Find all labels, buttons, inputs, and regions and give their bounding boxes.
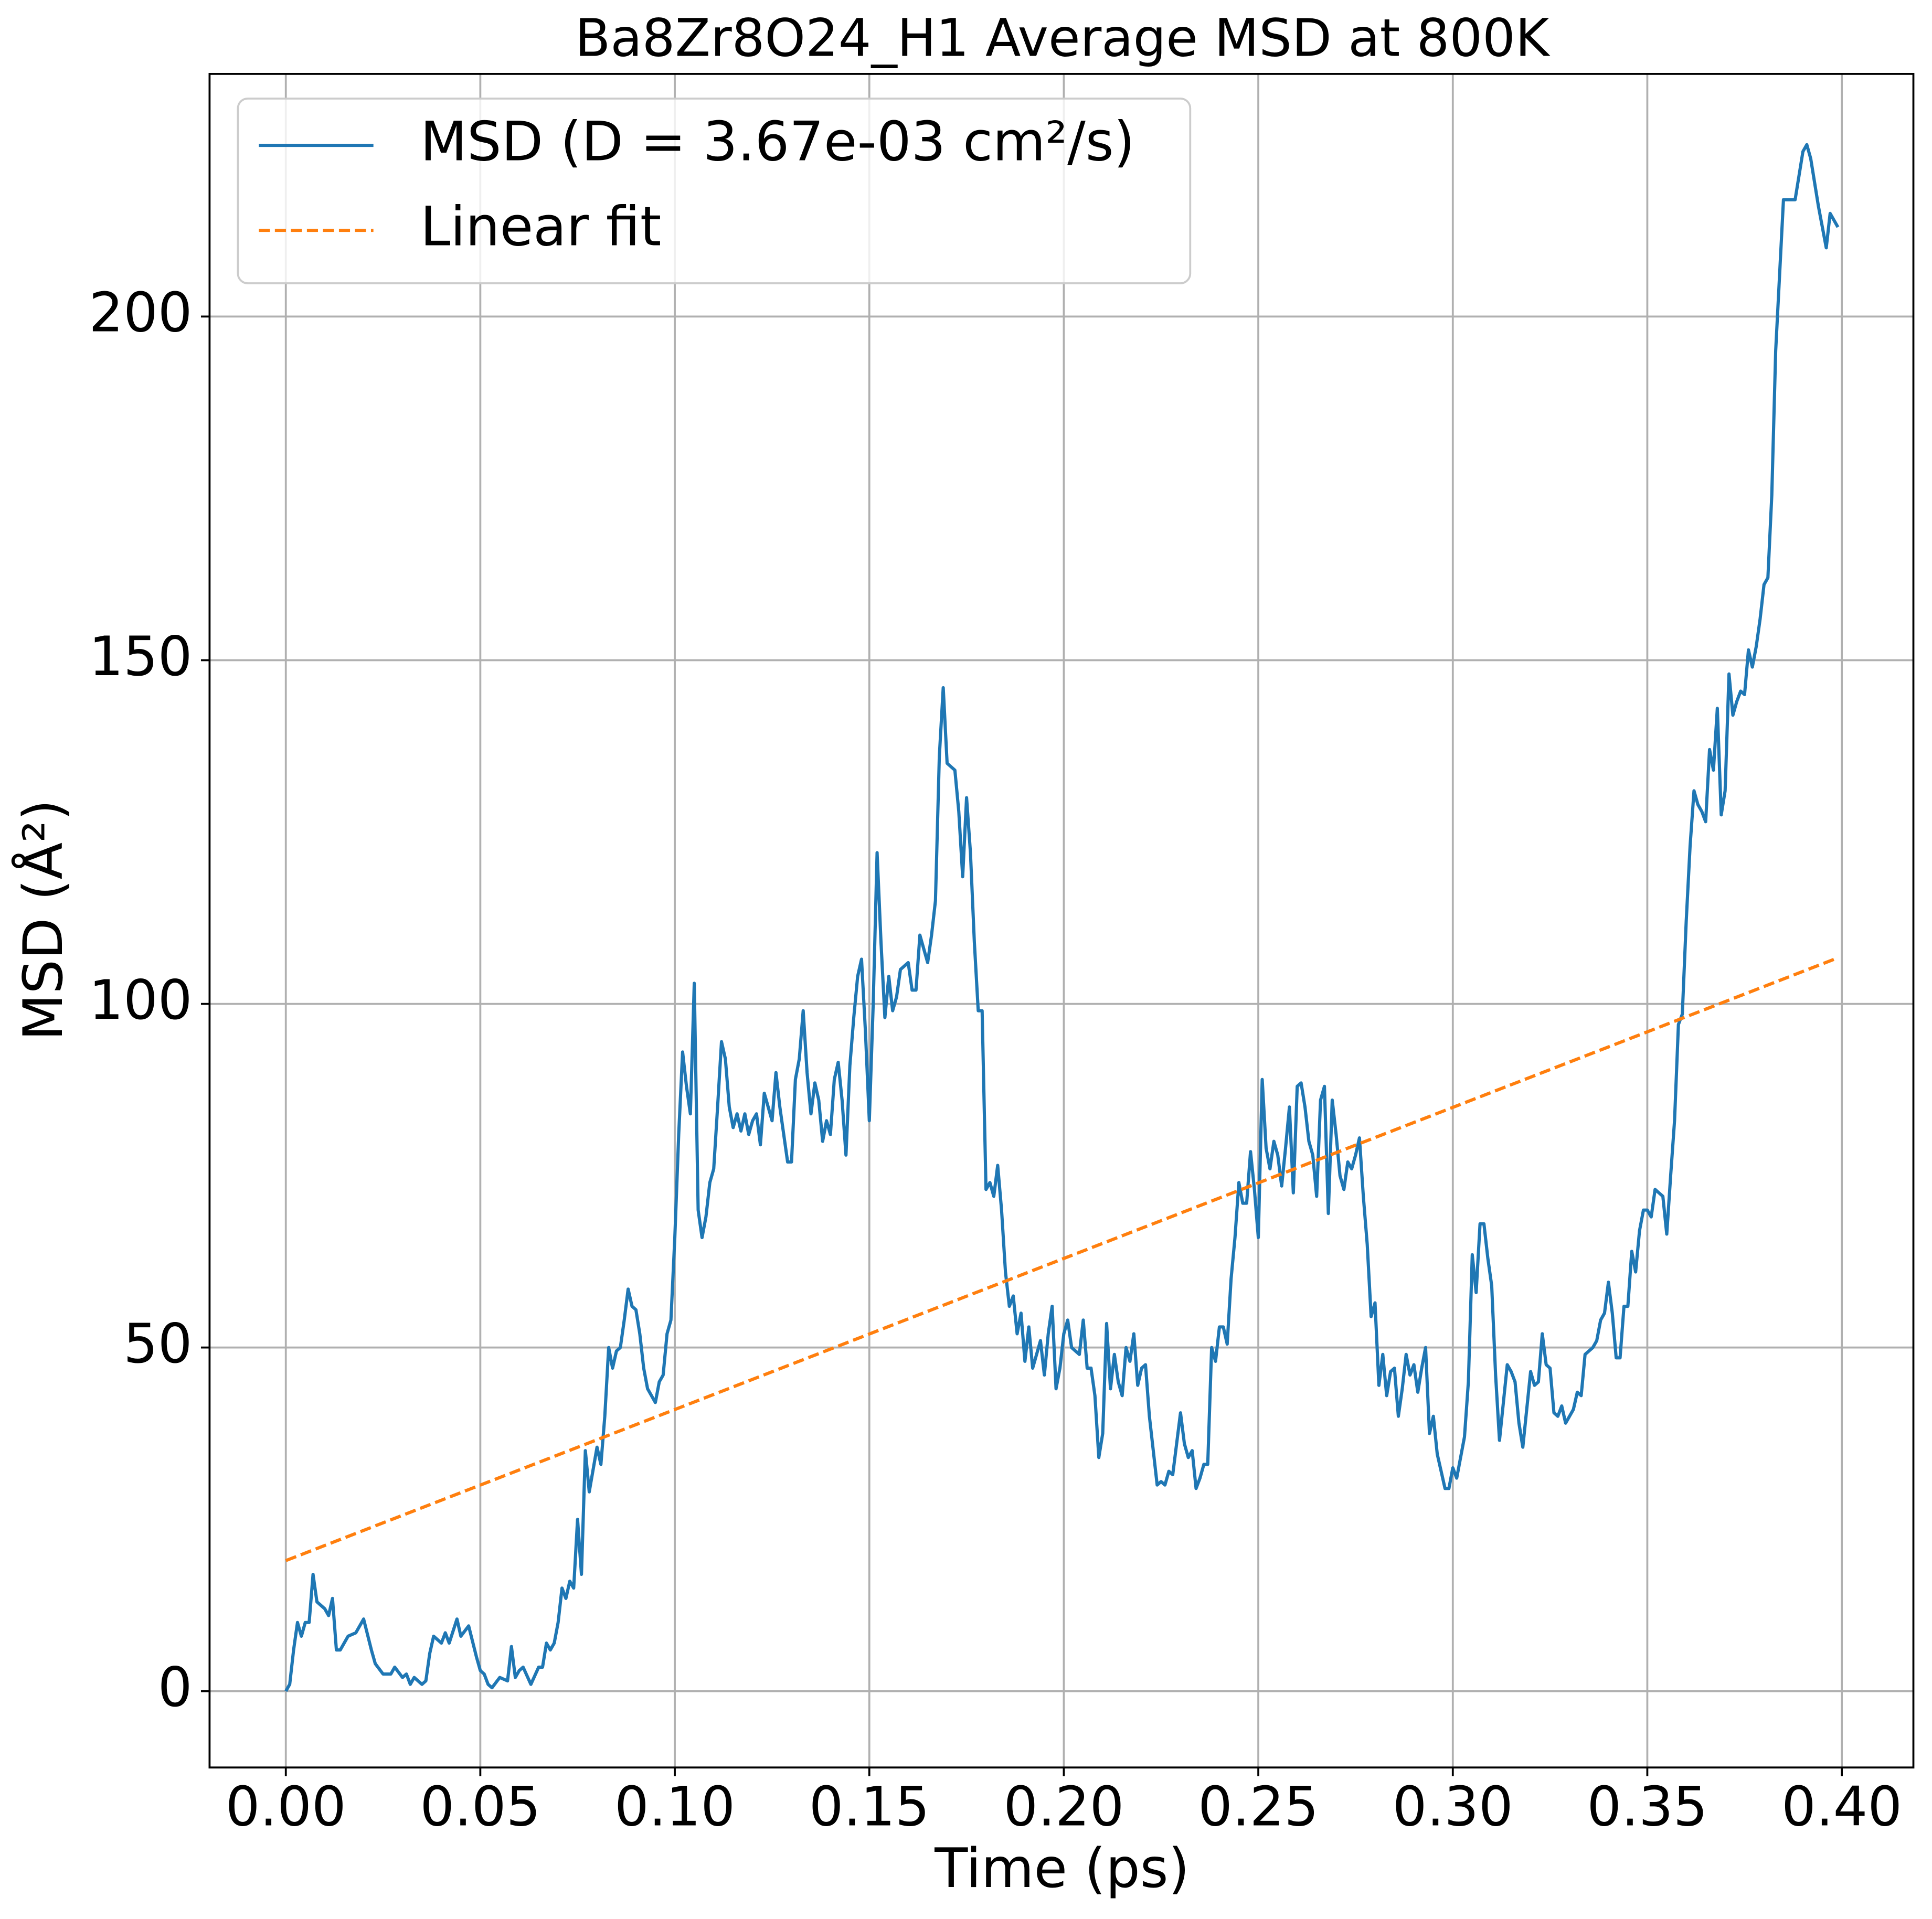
x-tick-label: 0.00 <box>226 1776 346 1839</box>
legend-label: MSD (D = 3.67e-03 cm²/s) <box>420 110 1135 173</box>
chart-title: Ba8Zr8O24_H1 Average MSD at 800K <box>575 8 1551 69</box>
x-tick-label: 0.15 <box>809 1776 930 1839</box>
x-tick-label: 0.35 <box>1587 1776 1707 1839</box>
legend-label: Linear fit <box>420 195 661 258</box>
x-axis-label: Time (ps) <box>934 1837 1190 1900</box>
y-tick-label: 50 <box>123 1313 192 1376</box>
y-tick-label: 150 <box>89 625 192 688</box>
x-tick-label: 0.20 <box>1003 1776 1124 1839</box>
axes-frame <box>208 72 1915 1769</box>
legend-box <box>237 97 1192 284</box>
grid <box>209 73 1914 1768</box>
x-tick-label: 0.10 <box>614 1776 735 1839</box>
legend: MSD (D = 3.67e-03 cm²/s) Linear fit <box>237 97 1192 284</box>
y-tick-label: 0 <box>158 1656 193 1719</box>
x-tick-label: 0.25 <box>1198 1776 1319 1839</box>
y-tick-label: 200 <box>89 282 192 345</box>
y-tick-label: 100 <box>89 969 192 1032</box>
series-line <box>284 143 1840 1692</box>
ticks: 0.00 0.05 0.10 0.15 0.20 0.25 0.30 0.35 0.40 0 50 1… <box>89 282 1902 1839</box>
series-line <box>285 956 1839 1562</box>
y-axis-label: MSD (Å²) <box>12 799 75 1041</box>
x-tick-label: 0.05 <box>420 1776 540 1839</box>
x-tick-label: 0.30 <box>1393 1776 1513 1839</box>
x-tick-label: 0.40 <box>1781 1776 1902 1839</box>
plot-area <box>284 143 1840 1692</box>
